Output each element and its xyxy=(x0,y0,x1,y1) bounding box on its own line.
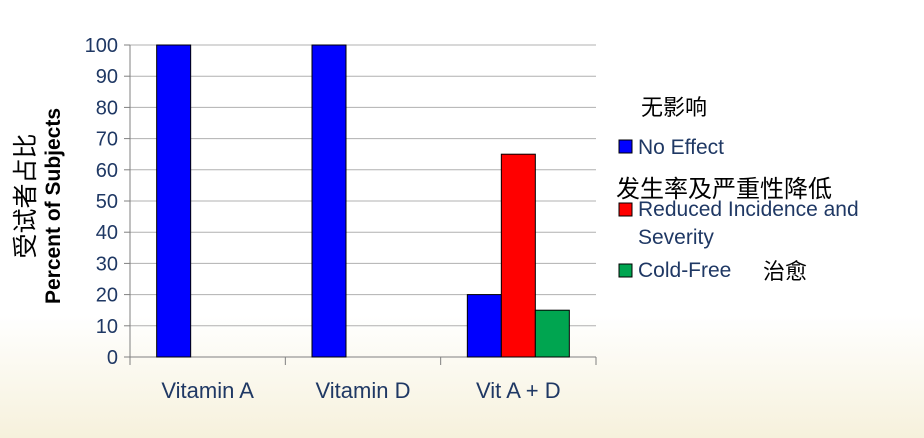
y-tick-label: 70 xyxy=(96,129,118,151)
x-category-labels: Vitamin A Vitamin D Vit A + D xyxy=(161,378,560,403)
legend-swatch-cold-free xyxy=(618,263,633,278)
legend-label-cold-free: Cold-Free xyxy=(638,259,731,282)
legend-label-reduced-chinese: 发生率及严重性降低 xyxy=(616,175,832,203)
legend: 无影响 No Effect 发生率及严重性降低 Reduced Incidenc… xyxy=(616,96,865,285)
y-tick-label: 50 xyxy=(96,191,118,213)
y-tick-label: 100 xyxy=(85,35,118,57)
bars xyxy=(156,44,570,358)
legend-label-reduced: Reduced Incidence and Severity xyxy=(638,198,865,249)
y-tick-labels: 0 10 20 30 40 50 60 70 80 90 100 xyxy=(85,35,118,369)
y-tick-label: 0 xyxy=(107,347,118,369)
legend-label-no-effect-chinese: 无影响 xyxy=(641,96,707,121)
legend-label-reduced-line1: Reduced Incidence and xyxy=(638,198,859,221)
legend-label-reduced-line2: Severity xyxy=(638,226,714,249)
bar-no-effect-vitamin-a xyxy=(156,44,192,358)
bar-no-effect-vit-a-d xyxy=(466,294,502,358)
y-tick-label: 20 xyxy=(96,285,118,307)
y-tick-label: 80 xyxy=(96,97,118,119)
y-tick-label: 30 xyxy=(96,253,118,275)
y-tick-label: 10 xyxy=(96,316,118,338)
y-axis-label: Percent of Subjects xyxy=(42,108,65,304)
x-category-label: Vitamin D xyxy=(316,378,411,403)
bar-cold-free-vit-a-d xyxy=(534,309,570,358)
x-category-label: Vitamin A xyxy=(161,378,254,403)
bar-reduced-incidence-and-severity-vit-a-d xyxy=(500,153,536,358)
bar-no-effect-vitamin-d xyxy=(311,44,347,358)
y-tick-label: 60 xyxy=(96,160,118,182)
legend-swatch-no-effect xyxy=(618,139,633,154)
x-category-label: Vit A + D xyxy=(476,378,561,403)
legend-label-no-effect: No Effect xyxy=(638,136,724,159)
legend-swatch-reduced xyxy=(618,202,633,217)
legend-label-cold-free-chinese: 治愈 xyxy=(763,260,807,285)
y-tick-label: 90 xyxy=(96,66,118,88)
y-axis-label-chinese: 受试者占比 xyxy=(11,133,40,258)
y-tick-label: 40 xyxy=(96,222,118,244)
